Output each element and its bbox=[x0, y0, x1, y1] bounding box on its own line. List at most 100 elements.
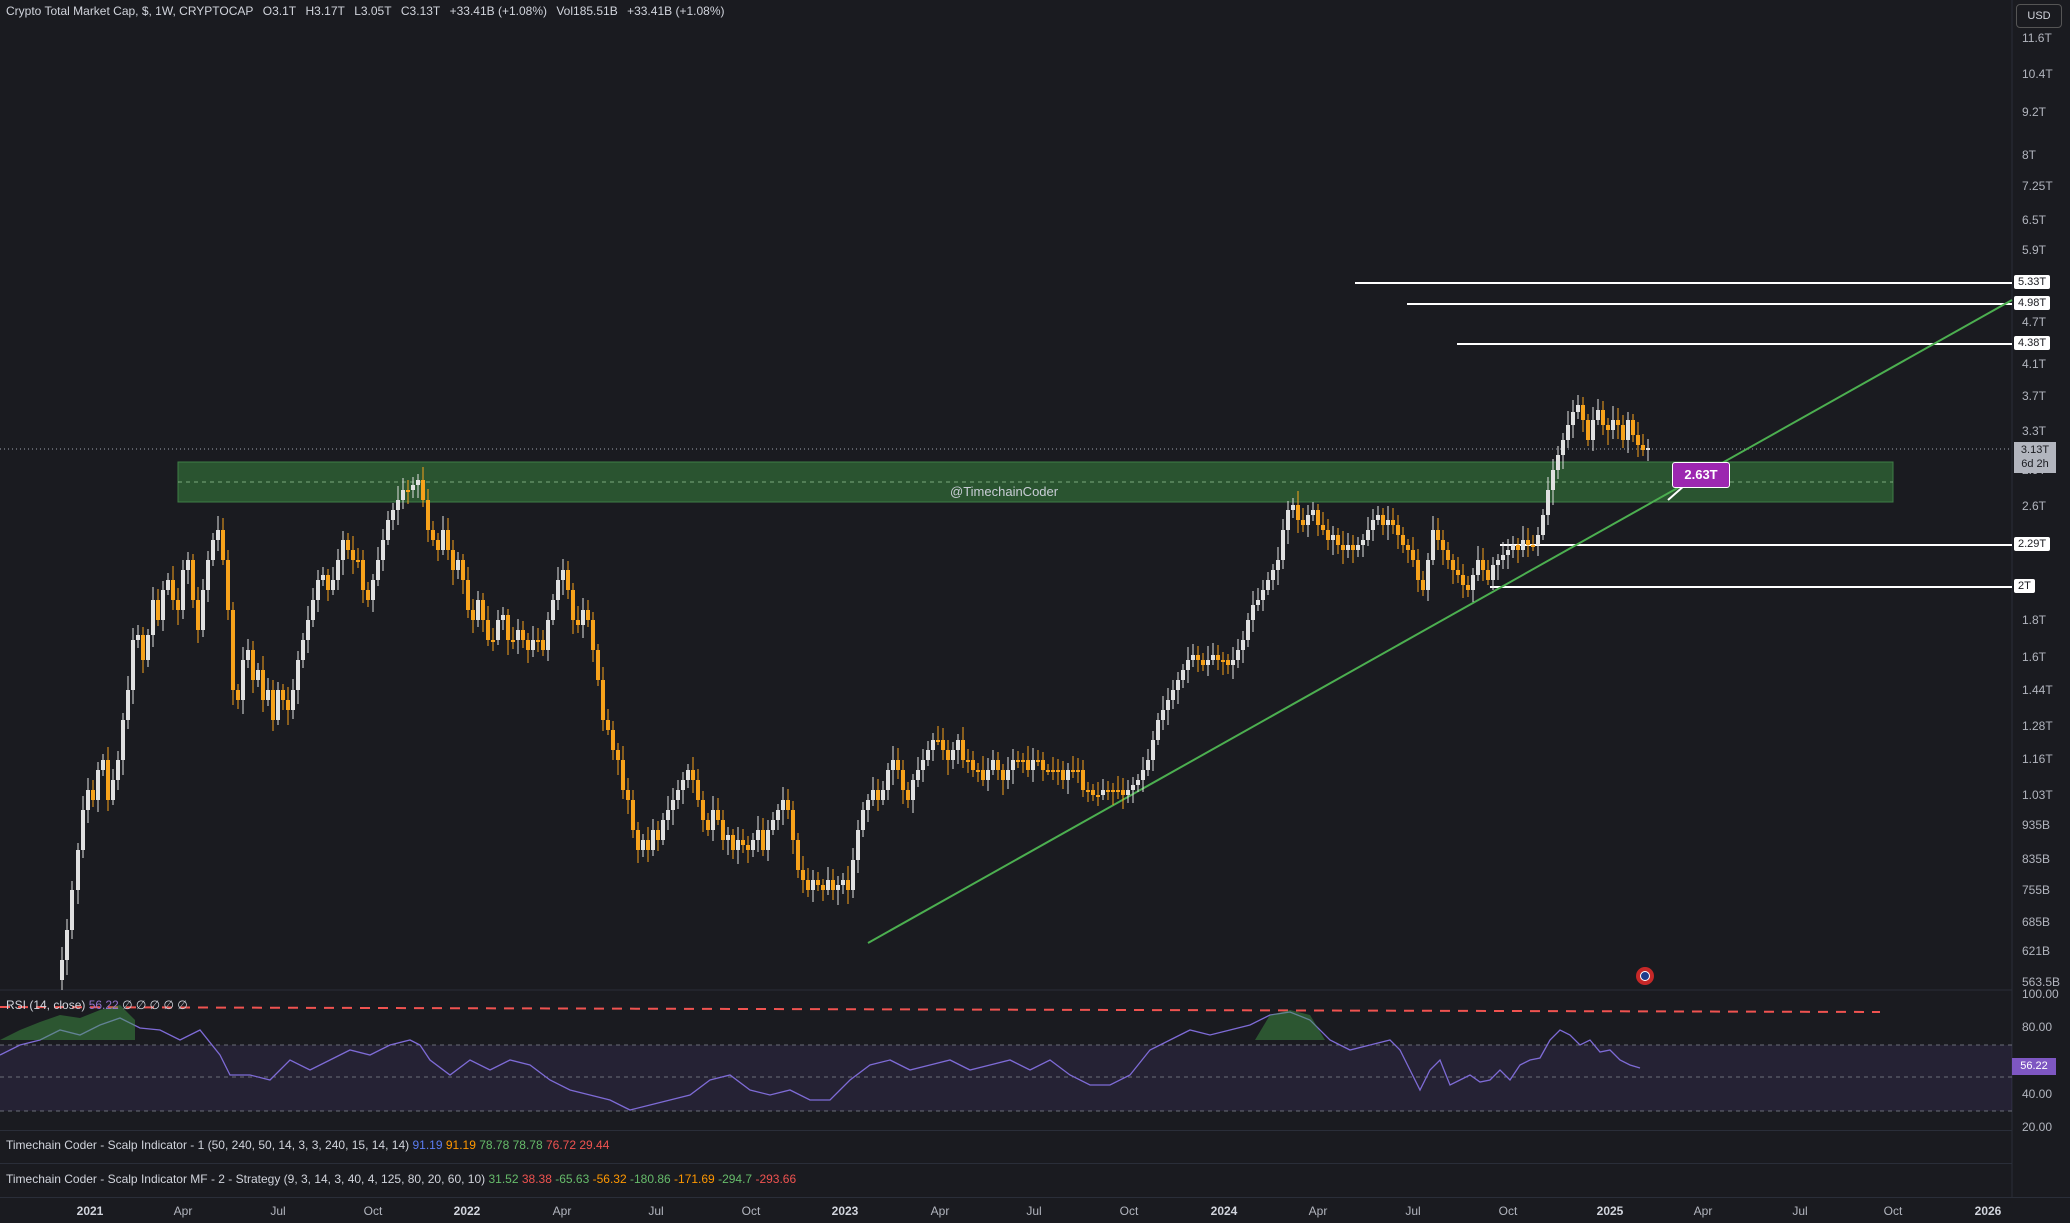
currency-button[interactable]: USD bbox=[2016, 4, 2062, 28]
candle-body bbox=[586, 610, 590, 620]
rsi-line bbox=[0, 1011, 1641, 1111]
candle-body bbox=[871, 790, 875, 800]
candle-body bbox=[341, 540, 345, 560]
candle-body bbox=[1571, 412, 1575, 425]
candle-body bbox=[1106, 790, 1110, 792]
candle-body bbox=[1351, 545, 1355, 550]
candle-body bbox=[641, 840, 645, 850]
candle-body bbox=[246, 650, 250, 660]
candle-body bbox=[516, 630, 520, 640]
candle-body bbox=[966, 760, 970, 762]
candle-body bbox=[1611, 420, 1615, 430]
candle-body bbox=[96, 770, 100, 800]
candle-body bbox=[1361, 540, 1365, 545]
candle-body bbox=[256, 670, 260, 680]
candle-body bbox=[346, 540, 350, 550]
candle-body bbox=[1436, 530, 1440, 540]
candle-body bbox=[236, 690, 240, 700]
candle-body bbox=[906, 790, 910, 800]
candle-body bbox=[741, 840, 745, 845]
symbol-name[interactable]: Crypto Total Market Cap, $, 1W, CRYPTOCA… bbox=[6, 4, 254, 18]
candle-body bbox=[141, 635, 145, 660]
candle-body bbox=[166, 580, 170, 590]
candle-body bbox=[1431, 530, 1435, 560]
candle-body bbox=[766, 830, 770, 850]
candle-body bbox=[1536, 535, 1540, 545]
price-tick-label: 5.9T bbox=[2022, 243, 2047, 257]
indicator2-name: Timechain Coder - Scalp Indicator MF - 2… bbox=[6, 1172, 486, 1186]
candle-body bbox=[1236, 650, 1240, 660]
candle-body bbox=[736, 840, 740, 850]
candle-body bbox=[391, 510, 395, 520]
candle-body bbox=[1221, 660, 1225, 662]
candle-body bbox=[1576, 405, 1580, 412]
candle-body bbox=[1586, 420, 1590, 440]
candle-body bbox=[1636, 435, 1640, 445]
candle-body bbox=[1476, 560, 1480, 575]
candle-body bbox=[486, 620, 490, 640]
candle-body bbox=[1306, 515, 1310, 525]
price-tick-label: 1.8T bbox=[2022, 613, 2047, 627]
rsi-legend[interactable]: RSI (14, close) 56.22 ∅ ∅ ∅ ∅ ∅ bbox=[6, 998, 188, 1012]
candle-body bbox=[541, 640, 545, 650]
candle-body bbox=[376, 560, 380, 580]
candle-body bbox=[221, 530, 225, 560]
candle-body bbox=[606, 720, 610, 730]
candle-body bbox=[366, 590, 370, 600]
candle-body bbox=[846, 880, 850, 890]
candle-body bbox=[806, 880, 810, 890]
time-tick-label: Oct bbox=[1883, 1204, 1903, 1218]
candle-body bbox=[171, 580, 175, 600]
candle-body bbox=[1021, 760, 1025, 762]
candle-body bbox=[111, 780, 115, 800]
candle-body bbox=[826, 880, 830, 890]
candle-body bbox=[121, 720, 125, 760]
candle-body bbox=[836, 885, 840, 890]
candle-body bbox=[156, 600, 160, 620]
indicator2-legend[interactable]: Timechain Coder - Scalp Indicator MF - 2… bbox=[6, 1172, 796, 1186]
candle-body bbox=[796, 840, 800, 870]
candle-body bbox=[1461, 575, 1465, 585]
candle-body bbox=[356, 560, 360, 562]
callout-label[interactable]: 2.63T bbox=[1672, 462, 1730, 488]
indicator1-legend[interactable]: Timechain Coder - Scalp Indicator - 1 (5… bbox=[6, 1138, 609, 1152]
candle-body bbox=[1051, 770, 1055, 772]
candle-body bbox=[1166, 700, 1170, 710]
candle-body bbox=[1371, 520, 1375, 530]
candle-body bbox=[566, 570, 570, 590]
candle-body bbox=[1291, 505, 1295, 510]
candle-body bbox=[556, 580, 560, 600]
candle-body bbox=[1081, 770, 1085, 790]
candle-body bbox=[1036, 760, 1040, 762]
candle-body bbox=[1401, 535, 1405, 545]
candle-body bbox=[691, 770, 695, 780]
candle-body bbox=[571, 590, 575, 620]
rsi-band bbox=[0, 1045, 2012, 1111]
candle-body bbox=[1146, 760, 1150, 770]
time-tick-label: Oct bbox=[363, 1204, 383, 1218]
candle-body bbox=[1131, 785, 1135, 790]
indicator1-value: 91.19 bbox=[445, 1138, 476, 1152]
candle-body bbox=[466, 580, 470, 610]
candle-body bbox=[386, 520, 390, 540]
rsi-title: RSI (14, close) bbox=[6, 998, 86, 1012]
candle-body bbox=[251, 650, 255, 680]
candle-body bbox=[776, 810, 780, 820]
price-tick-label: 3.7T bbox=[2022, 389, 2047, 403]
level-price-tag: 4.38T bbox=[2014, 336, 2051, 350]
candle-body bbox=[406, 490, 410, 492]
rsi-tick-label: 100.00 bbox=[2022, 987, 2059, 1001]
candle-body bbox=[1256, 600, 1260, 605]
candle-body bbox=[321, 575, 325, 580]
candle-body bbox=[436, 540, 440, 550]
candle-body bbox=[921, 760, 925, 770]
flag-icon[interactable] bbox=[1636, 967, 1654, 985]
candle-body bbox=[1206, 660, 1210, 665]
candle-body bbox=[506, 615, 510, 640]
candle-body bbox=[781, 800, 785, 810]
candle-body bbox=[1601, 410, 1605, 425]
candle-body bbox=[1031, 760, 1035, 770]
candle-body bbox=[1446, 550, 1450, 560]
candle-body bbox=[1301, 520, 1305, 525]
